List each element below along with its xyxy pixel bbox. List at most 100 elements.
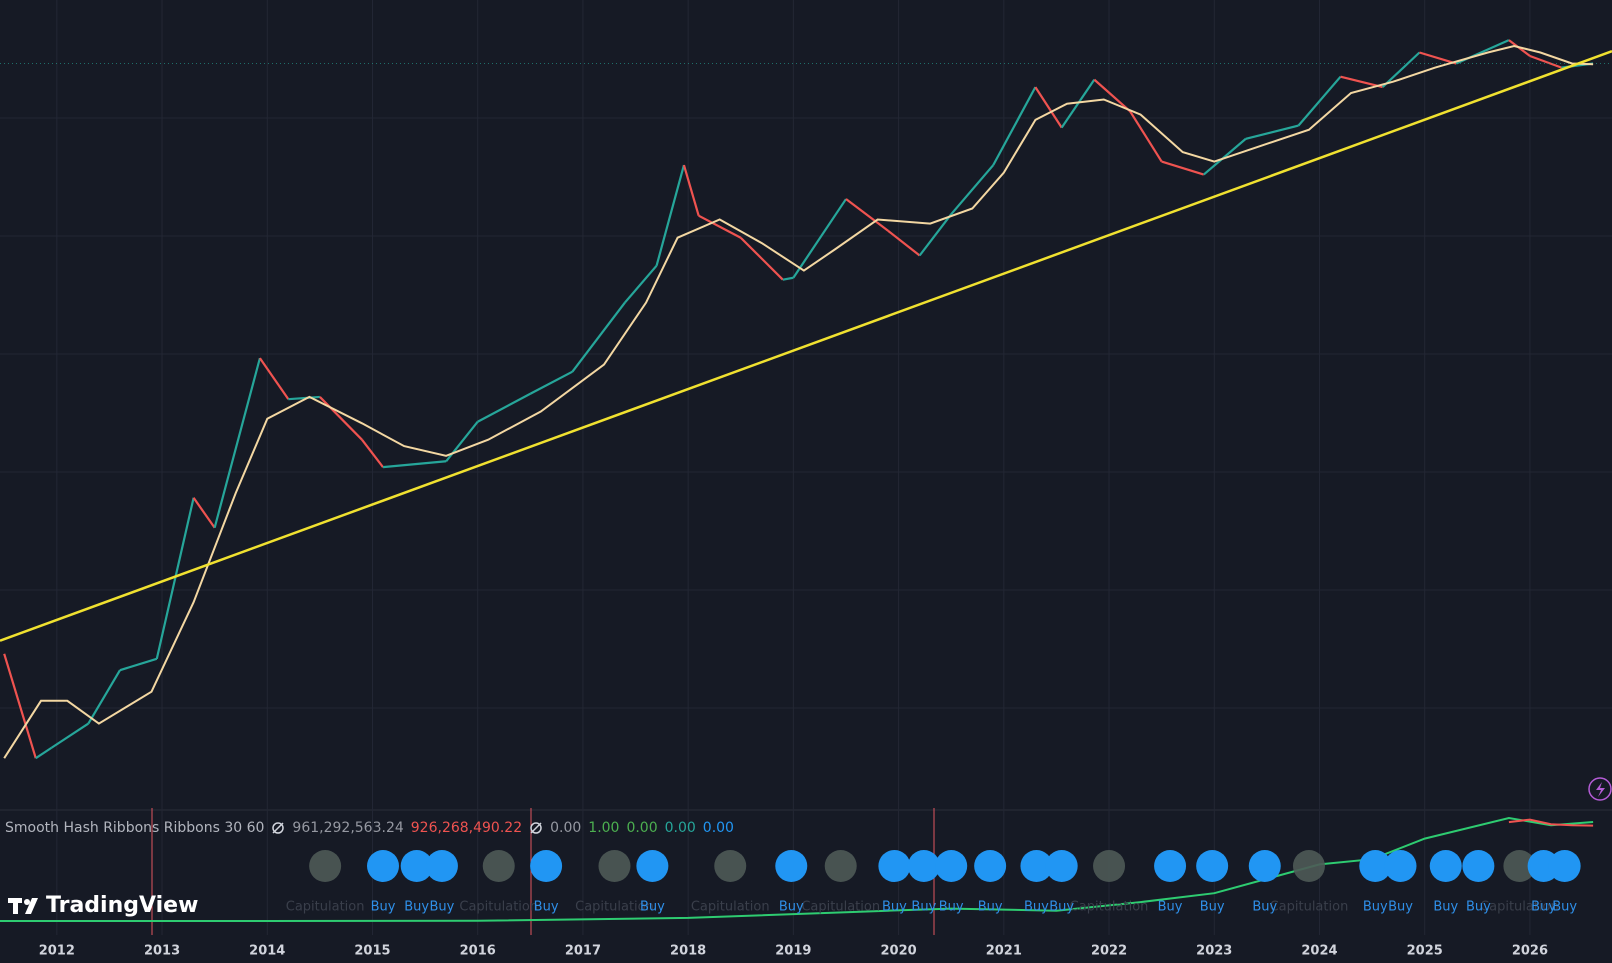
x-tick-label: 2012 xyxy=(39,944,75,959)
price-segment xyxy=(1161,160,1205,176)
capitulation-signal xyxy=(1503,850,1536,882)
buy-signal xyxy=(400,850,433,882)
buy-signal xyxy=(1384,850,1417,882)
legend-value: 0.00 xyxy=(550,820,582,836)
x-tick-label: 2026 xyxy=(1512,944,1548,959)
buy-signal xyxy=(775,850,808,882)
buy-label: Buy xyxy=(882,900,907,915)
price-segment xyxy=(119,657,158,672)
capitulation-label: Capitulation xyxy=(1070,900,1149,915)
capitulation-label: Capitulation xyxy=(575,900,654,915)
buy-signal xyxy=(974,850,1007,882)
hash-line xyxy=(1508,818,1594,827)
buy-label: Buy xyxy=(1363,900,1388,915)
logo-icon xyxy=(8,897,38,914)
legend-value: 1.00 xyxy=(588,820,620,836)
indicator-title: Smooth Hash Ribbons Ribbons 30 60 xyxy=(5,820,265,836)
x-tick-label: 2022 xyxy=(1091,944,1127,959)
indicator-legend: Smooth Hash Ribbons Ribbons 30 60 961,29… xyxy=(5,818,734,838)
price-segment xyxy=(1034,86,1063,129)
price-segment xyxy=(1203,137,1247,176)
hash-line xyxy=(0,816,1594,922)
price-segment xyxy=(155,497,195,660)
capitulation-label: Capitulation xyxy=(286,900,365,915)
buy-label: Buy xyxy=(939,900,964,915)
buy-signal xyxy=(1429,850,1462,882)
buy-signal xyxy=(425,850,458,882)
x-tick-label: 2015 xyxy=(354,944,390,959)
price-segment xyxy=(1297,75,1342,127)
capitulation-label: Capitulation xyxy=(1480,900,1559,915)
buy-label: Buy xyxy=(1252,900,1277,915)
x-tick-label: 2019 xyxy=(775,944,811,959)
buy-signal xyxy=(530,850,563,882)
buy-signal xyxy=(1248,850,1281,882)
buy-label: Buy xyxy=(779,900,804,915)
price-segment xyxy=(477,392,531,423)
x-tick-label: 2014 xyxy=(249,944,285,959)
price-segment xyxy=(682,164,700,216)
x-tick-label: 2013 xyxy=(144,944,180,959)
price-segment xyxy=(1529,54,1562,69)
hide-icon[interactable] xyxy=(271,821,285,835)
price-segment xyxy=(3,653,37,759)
capitulation-signal xyxy=(714,850,747,882)
alert-icon[interactable] xyxy=(1588,777,1612,801)
buy-label: Buy xyxy=(1388,900,1413,915)
x-tick-label: 2025 xyxy=(1407,944,1443,959)
watermark: TradingView xyxy=(8,893,198,918)
price-segment xyxy=(739,236,784,281)
price-segment xyxy=(361,439,384,468)
buy-signal xyxy=(935,850,968,882)
buy-label: Buy xyxy=(978,900,1003,915)
price-segment xyxy=(50,722,89,749)
hide-icon[interactable] xyxy=(529,821,543,835)
buy-signal xyxy=(907,850,940,882)
price-segment xyxy=(319,396,363,441)
x-tick-label: 2020 xyxy=(881,944,917,959)
buy-label: Buy xyxy=(1531,900,1556,915)
legend-value: 0.00 xyxy=(626,820,658,836)
buy-label: Buy xyxy=(640,900,665,915)
buy-signal xyxy=(1020,850,1053,882)
legend-value: 961,292,563.24 xyxy=(292,820,404,836)
buy-label: Buy xyxy=(534,900,559,915)
buy-signal xyxy=(1154,850,1187,882)
price-segment xyxy=(1093,78,1131,113)
price-segment xyxy=(698,214,742,239)
capitulation-signal xyxy=(309,850,342,882)
x-tick-label: 2021 xyxy=(986,944,1022,959)
price-segment xyxy=(213,357,261,529)
capitulation-label: Capitulation xyxy=(459,900,538,915)
buy-label: Buy xyxy=(1024,900,1049,915)
price-segment xyxy=(950,164,995,215)
price-segment xyxy=(571,301,626,373)
buy-signal xyxy=(878,850,911,882)
x-tick-label: 2017 xyxy=(565,944,601,959)
buy-label: Buy xyxy=(1158,900,1183,915)
capitulation-label: Capitulation xyxy=(1270,900,1349,915)
x-tick-label: 2024 xyxy=(1301,944,1337,959)
price-segment xyxy=(1129,110,1163,163)
price-segment xyxy=(288,395,320,401)
moving-average xyxy=(0,50,1612,642)
price-segment xyxy=(1381,51,1421,88)
price-segment xyxy=(529,370,573,395)
buy-label: Buy xyxy=(911,900,936,915)
legend-value: 0.00 xyxy=(664,820,696,836)
buy-label: Buy xyxy=(1049,900,1074,915)
capitulation-signal xyxy=(824,850,857,882)
legend-value: 926,268,490.22 xyxy=(410,820,523,836)
capitulation-signal xyxy=(1093,850,1126,882)
buy-signal xyxy=(1196,850,1229,882)
buy-label: Buy xyxy=(1200,900,1225,915)
x-tick-label: 2016 xyxy=(460,944,496,959)
price-segment xyxy=(35,746,53,760)
price-segment xyxy=(792,198,847,279)
x-tick-label: 2023 xyxy=(1196,944,1232,959)
price-segment xyxy=(1419,51,1457,65)
price-segment xyxy=(782,276,794,281)
price-segment xyxy=(845,198,889,232)
